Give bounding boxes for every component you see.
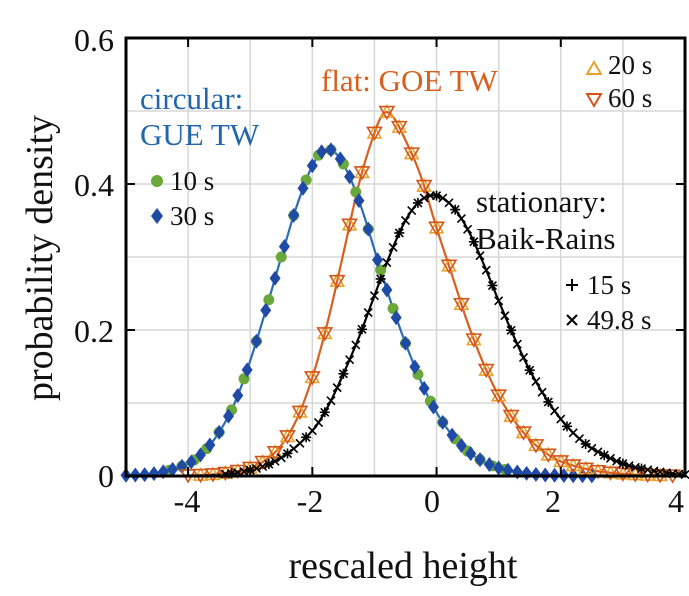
data-point-10-s [263, 294, 274, 305]
x-tick-label-4: 4 [668, 483, 684, 519]
x-axis-title: rescaled height [289, 545, 518, 587]
legend-label-30s: 30 s [170, 201, 214, 231]
annotation-flat-goe-tw: flat: GOE TW [321, 63, 499, 98]
y-axis-title: probability density [19, 115, 61, 401]
x-tick-label-1: -2 [297, 483, 324, 519]
legend-label-15s: 15 s [587, 270, 631, 300]
y-tick-label-2: 0.4 [74, 167, 114, 203]
annotation-stationary: stationary: [476, 184, 607, 219]
data-point-10-s [276, 252, 287, 263]
y-tick-label-0: 0 [98, 458, 114, 494]
y-tick-label-3: 0.6 [74, 22, 114, 58]
legend-label-60s: 60 s [608, 83, 652, 113]
legend-label-49-8s: 49.8 s [587, 305, 652, 335]
annotation-circular: circular: [140, 81, 243, 116]
x-tick-label-0: -4 [174, 483, 201, 519]
x-tick-label-3: 2 [545, 483, 561, 519]
legend-marker-circle [151, 175, 163, 187]
annotation-gue-tw: GUE TW [140, 117, 260, 152]
x-tick-label-2: 0 [424, 483, 440, 519]
y-tick-label-1: 0.2 [74, 313, 114, 349]
annotation-baik-rains: Baik-Rains [476, 221, 616, 256]
legend-label-10s: 10 s [170, 166, 214, 196]
legend-label-20s: 20 s [608, 50, 652, 80]
